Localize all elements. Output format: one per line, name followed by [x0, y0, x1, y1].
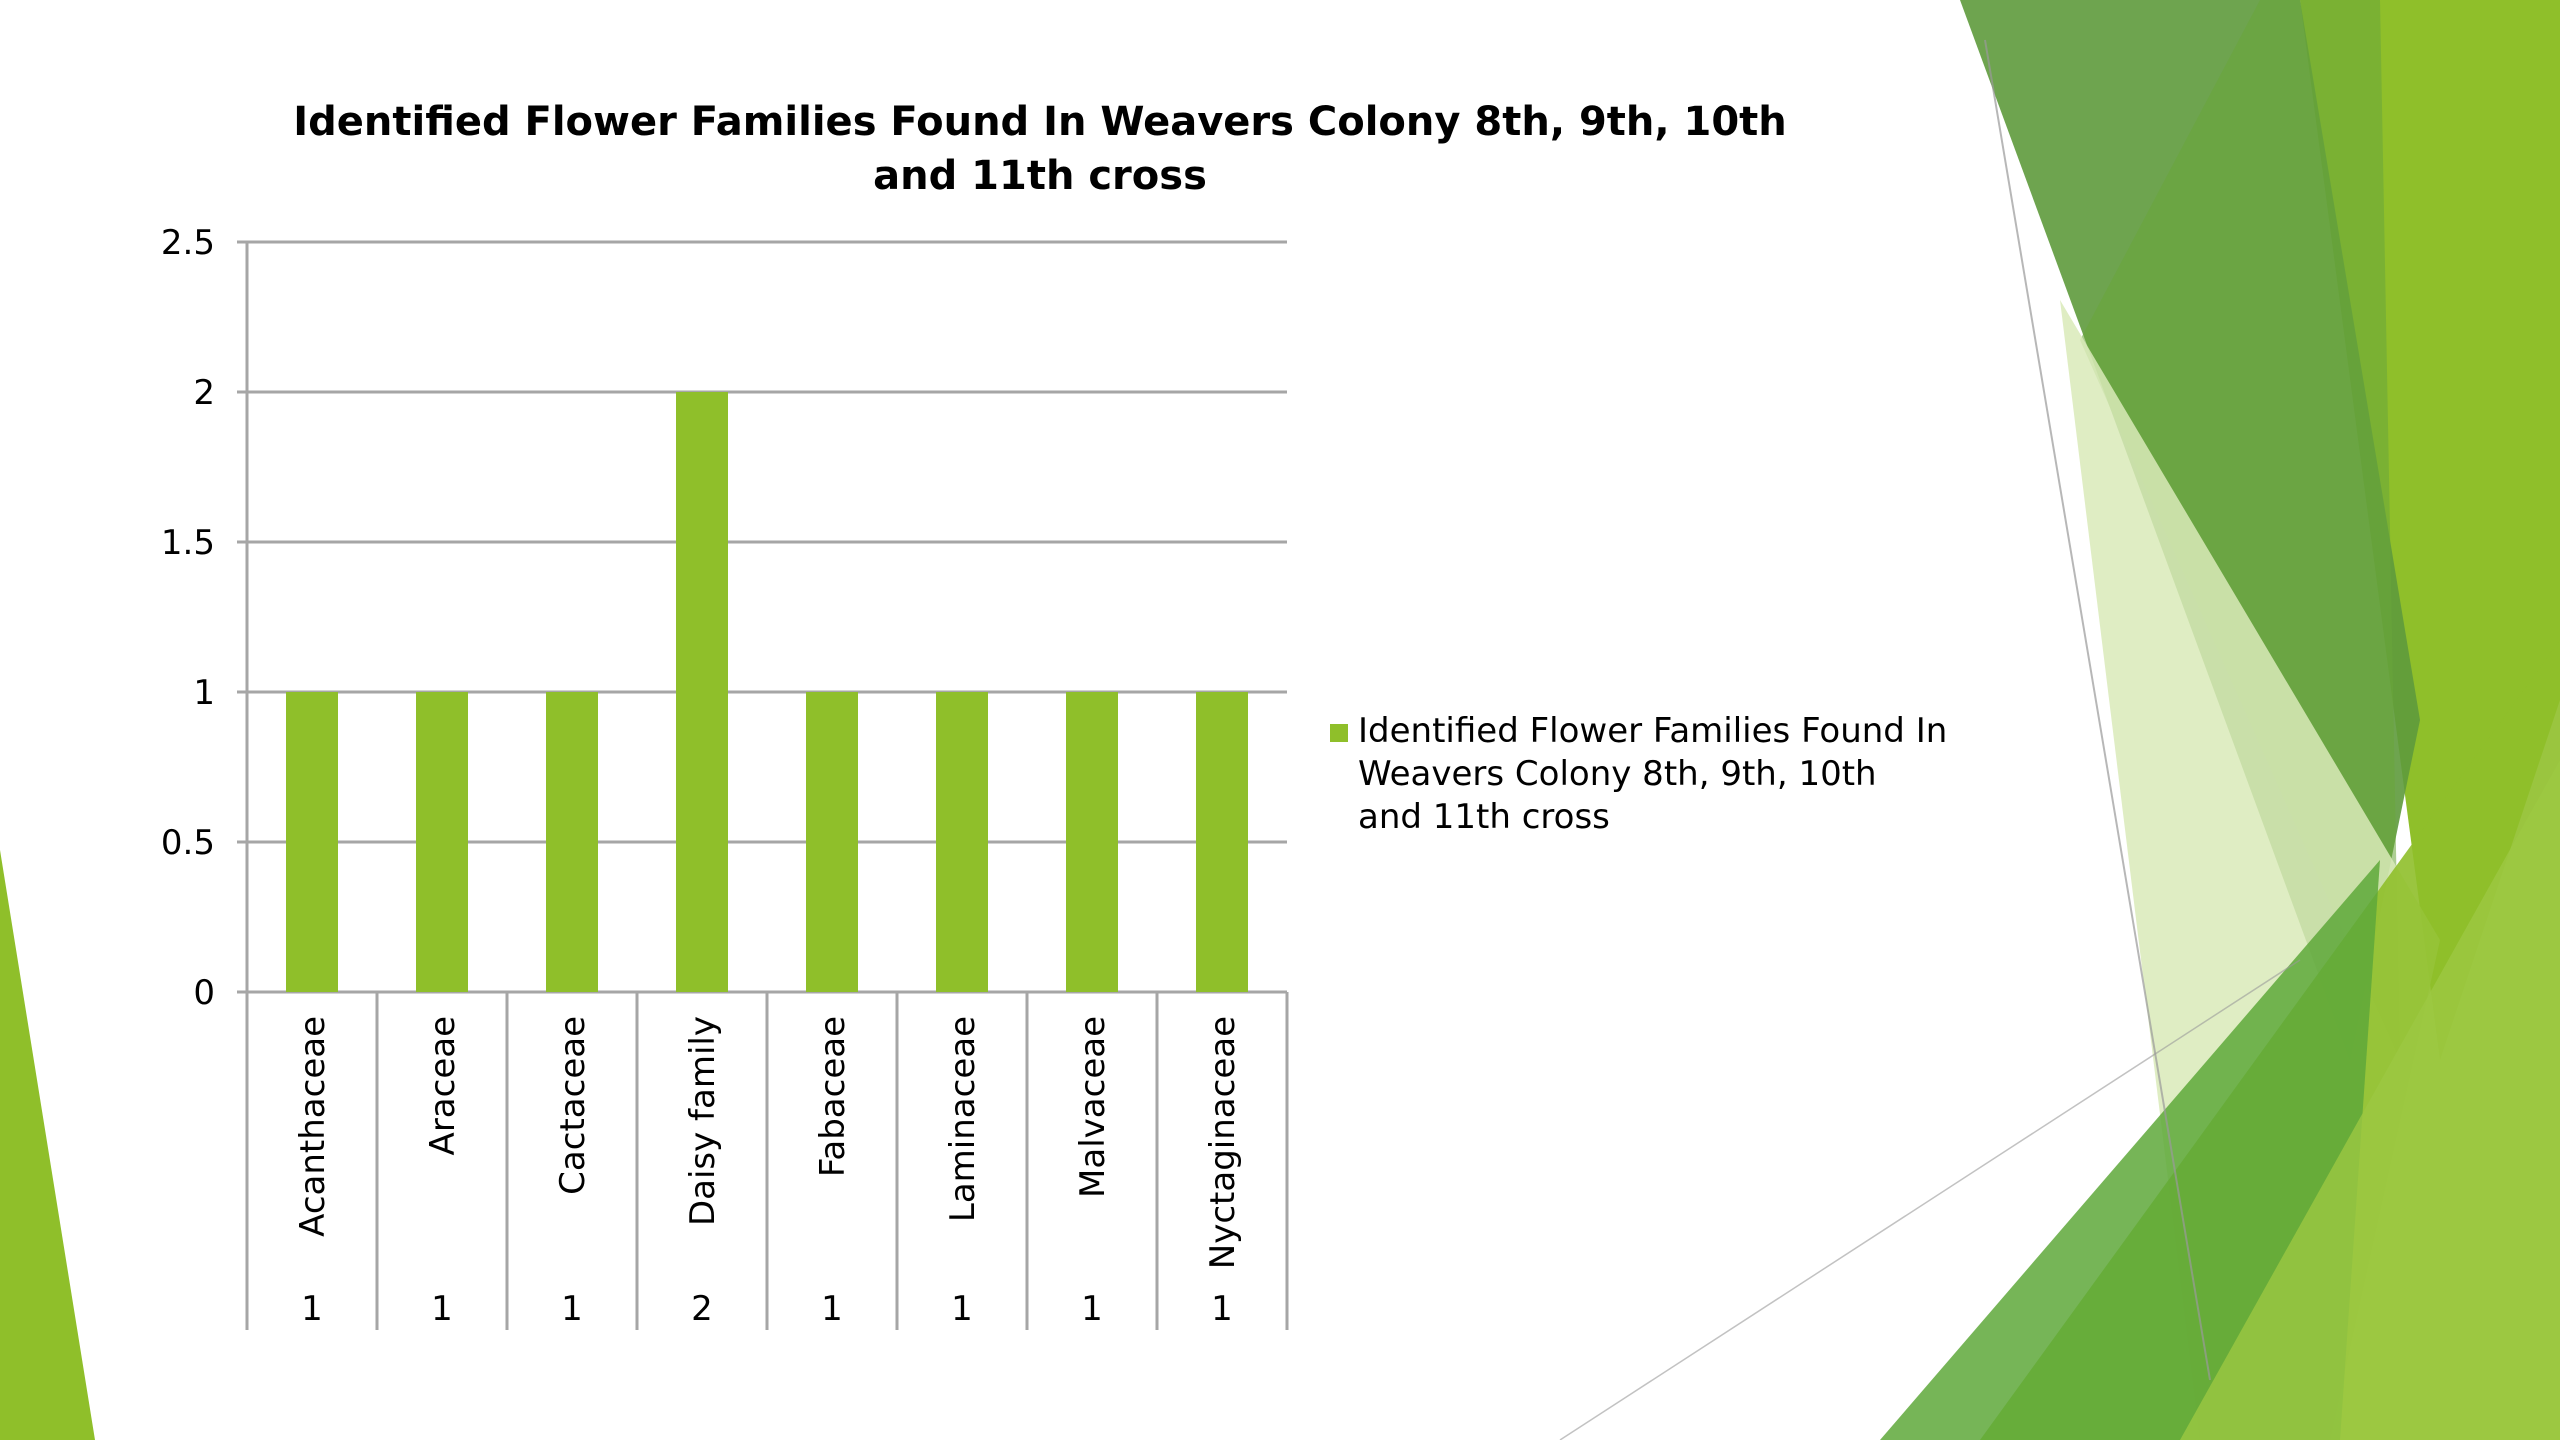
- x-category-label: Malvaceae: [1073, 1016, 1113, 1198]
- bar-chart: 0 0.5 1 1.5 2 2.5 Acanthaceae Araceae Cactaceae…: [161, 223, 1289, 1330]
- bar: [546, 692, 598, 992]
- y-tick-label: 1: [193, 673, 215, 713]
- chart-title: Identified Flower Families Found In Weav…: [293, 99, 1787, 199]
- data-table-value: 1: [301, 1289, 323, 1329]
- x-category-label: Acanthaceae: [293, 1016, 333, 1237]
- bar: [1066, 692, 1118, 992]
- x-category-label: Daisy family: [683, 1016, 723, 1226]
- y-tick-label: 2.5: [161, 223, 215, 263]
- y-tick-label: 2: [193, 373, 215, 413]
- y-tick-label: 1.5: [161, 523, 215, 563]
- x-category-label: Araceae: [423, 1016, 463, 1155]
- data-table-value: 1: [431, 1289, 453, 1329]
- x-category-label: Nyctaginaceae: [1203, 1016, 1243, 1269]
- bar: [936, 692, 988, 992]
- x-category-label: Laminaceae: [943, 1016, 983, 1222]
- bar: [806, 692, 858, 992]
- data-table-value: 1: [821, 1289, 843, 1329]
- x-category-label: Fabaceae: [813, 1016, 853, 1177]
- data-table-value: 1: [1081, 1289, 1103, 1329]
- legend-swatch: [1330, 724, 1348, 742]
- bar: [416, 692, 468, 992]
- chart-legend: Identified Flower Families Found In Weav…: [1330, 710, 1950, 839]
- legend-label: Identified Flower Families Found In Weav…: [1358, 711, 1948, 837]
- data-table-value: 1: [1211, 1289, 1233, 1329]
- y-tick-label: 0: [193, 973, 215, 1013]
- data-table-value: 1: [951, 1289, 973, 1329]
- x-category-label: Cactaceae: [553, 1016, 593, 1195]
- data-table-value: 1: [561, 1289, 583, 1329]
- y-tick-label: 0.5: [161, 823, 215, 863]
- bar: [286, 692, 338, 992]
- bar: [676, 392, 728, 992]
- data-table-value: 2: [691, 1289, 713, 1329]
- bar: [1196, 692, 1248, 992]
